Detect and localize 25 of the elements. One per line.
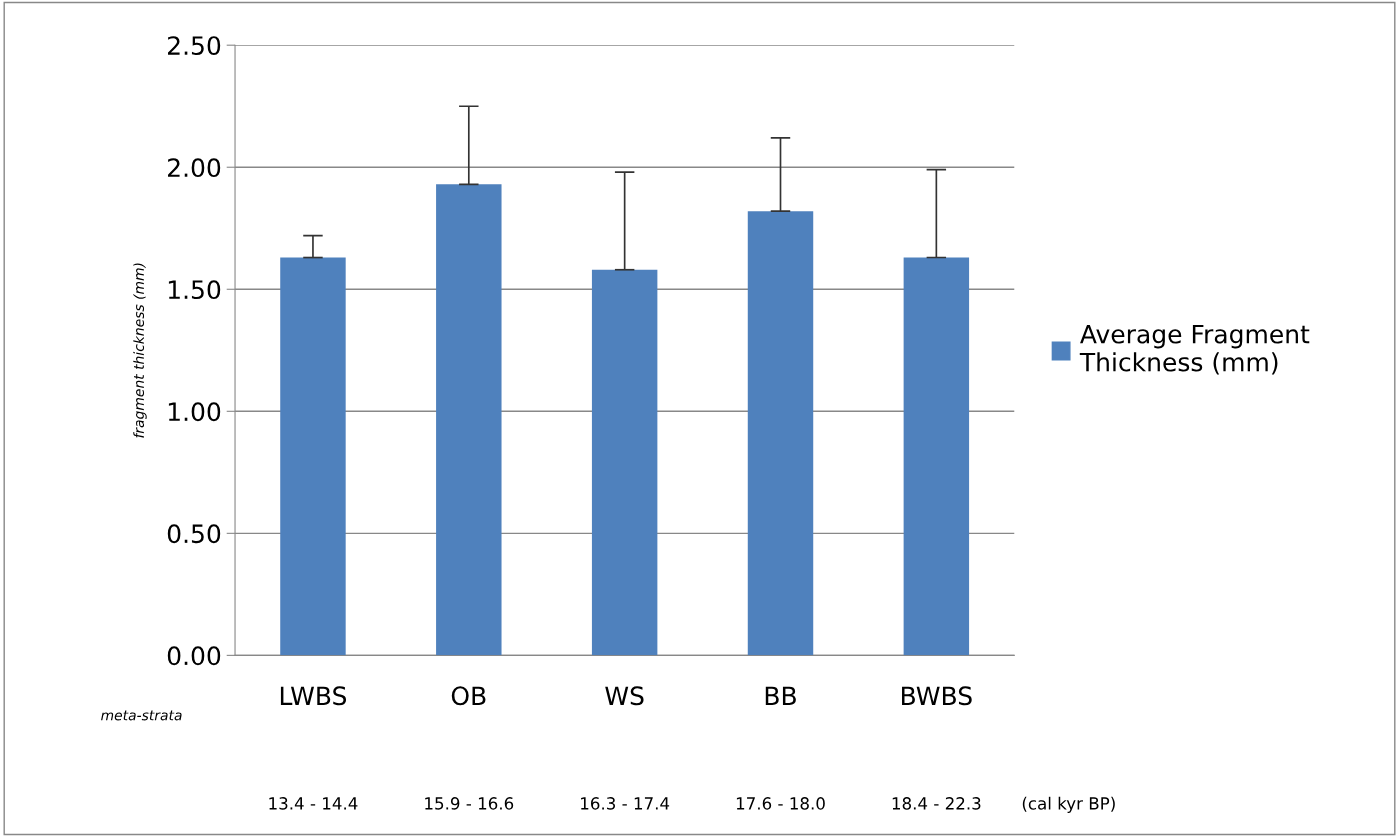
y-tick-label: 1.00 <box>168 402 221 422</box>
y-tick-label: 2.50 <box>168 36 221 56</box>
x-tick-label: WS <box>605 686 644 706</box>
x-tick-label: BB <box>765 686 796 705</box>
x-tick-label: LWBS <box>280 686 347 706</box>
text: 13.4 - 14.4 <box>269 797 358 810</box>
text: 15.9 - 16.6 <box>425 797 514 810</box>
bar <box>747 211 814 656</box>
y-tick-label: 2.00 <box>168 158 221 178</box>
bar <box>903 257 970 656</box>
text: 17.6 - 18.0 <box>736 797 825 810</box>
text: (cal kyr BP) <box>1022 796 1115 813</box>
bar <box>280 257 346 656</box>
text: 16.3 - 17.4 <box>581 797 670 810</box>
text: meta-strata <box>101 710 182 721</box>
text: 18.4 - 22.3 <box>892 797 981 810</box>
y-axis-title: fragment thickness (mm) <box>133 263 147 438</box>
x-tick-label: OB <box>451 686 486 706</box>
y-tick-label: 1.50 <box>168 280 221 300</box>
y-tick-label: 0.50 <box>167 524 221 544</box>
bar <box>436 184 502 656</box>
bar <box>591 269 658 656</box>
x-tick-label: BWBS <box>902 686 972 706</box>
y-tick-label: 0.00 <box>167 646 221 666</box>
legend-label: Average Fragment Thickness (mm) <box>1079 324 1310 375</box>
